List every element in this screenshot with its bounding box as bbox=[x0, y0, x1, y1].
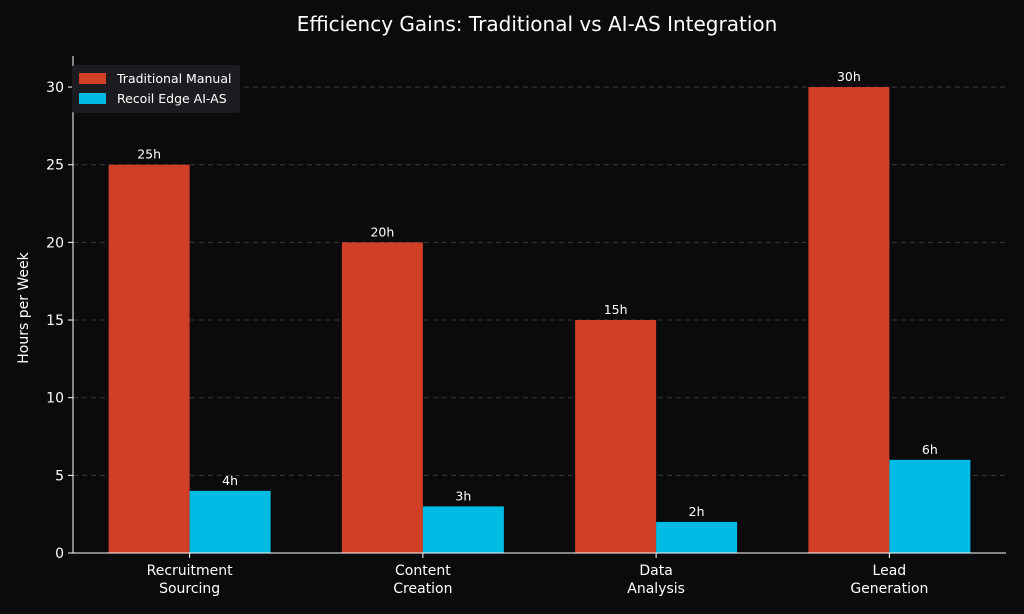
bar-value-label: 25h bbox=[137, 147, 161, 162]
x-tick-label: Generation bbox=[850, 581, 928, 597]
bar-value-label: 2h bbox=[689, 504, 705, 519]
bars: 25h 20h 15h 30h 4h 3h 2h 6h bbox=[108, 69, 971, 553]
legend-label: Traditional Manual bbox=[116, 71, 231, 86]
bar-ai-as bbox=[889, 459, 971, 553]
axes: 0 5 10 15 20 25 30 Recruitment Sourcing Content Cr… bbox=[46, 56, 1006, 597]
x-tick-label: Creation bbox=[393, 581, 452, 597]
x-tick-label: Data bbox=[639, 563, 672, 579]
y-axis-label: Hours per Week bbox=[16, 251, 32, 363]
y-tick-label: 10 bbox=[46, 391, 64, 407]
y-tick-label: 30 bbox=[46, 80, 64, 96]
legend-box bbox=[72, 65, 240, 113]
legend-label: Recoil Edge AI-AS bbox=[117, 91, 227, 106]
bar-value-label: 6h bbox=[922, 442, 938, 457]
x-tick-label: Recruitment bbox=[147, 563, 234, 579]
x-tick-label: Content bbox=[395, 563, 451, 579]
y-tick-label: 0 bbox=[55, 546, 64, 562]
bar-value-label: 30h bbox=[837, 69, 861, 84]
bar-ai-as bbox=[422, 506, 504, 553]
legend-swatch bbox=[79, 93, 106, 104]
chart-title: Efficiency Gains: Traditional vs AI-AS I… bbox=[297, 12, 778, 36]
bar-value-label: 15h bbox=[604, 302, 628, 317]
bar-traditional bbox=[341, 242, 423, 553]
legend-swatch bbox=[79, 73, 106, 84]
x-tick-label: Lead bbox=[873, 563, 907, 579]
bar-ai-as bbox=[189, 490, 271, 553]
y-tick-label: 20 bbox=[46, 235, 64, 251]
bar-traditional bbox=[575, 320, 657, 553]
legend: Traditional Manual Recoil Edge AI-AS bbox=[72, 65, 240, 113]
bar-value-label: 4h bbox=[222, 473, 238, 488]
x-tick-label: Analysis bbox=[627, 581, 685, 597]
bar-traditional bbox=[808, 87, 890, 553]
bar-value-label: 20h bbox=[370, 224, 394, 239]
x-tick-label: Sourcing bbox=[159, 581, 220, 597]
bar-ai-as bbox=[656, 521, 738, 553]
bar-value-label: 3h bbox=[455, 488, 471, 503]
y-tick-label: 5 bbox=[55, 468, 64, 484]
y-tick-label: 15 bbox=[46, 313, 64, 329]
y-tick-label: 25 bbox=[46, 158, 64, 174]
bar-traditional bbox=[108, 164, 190, 553]
